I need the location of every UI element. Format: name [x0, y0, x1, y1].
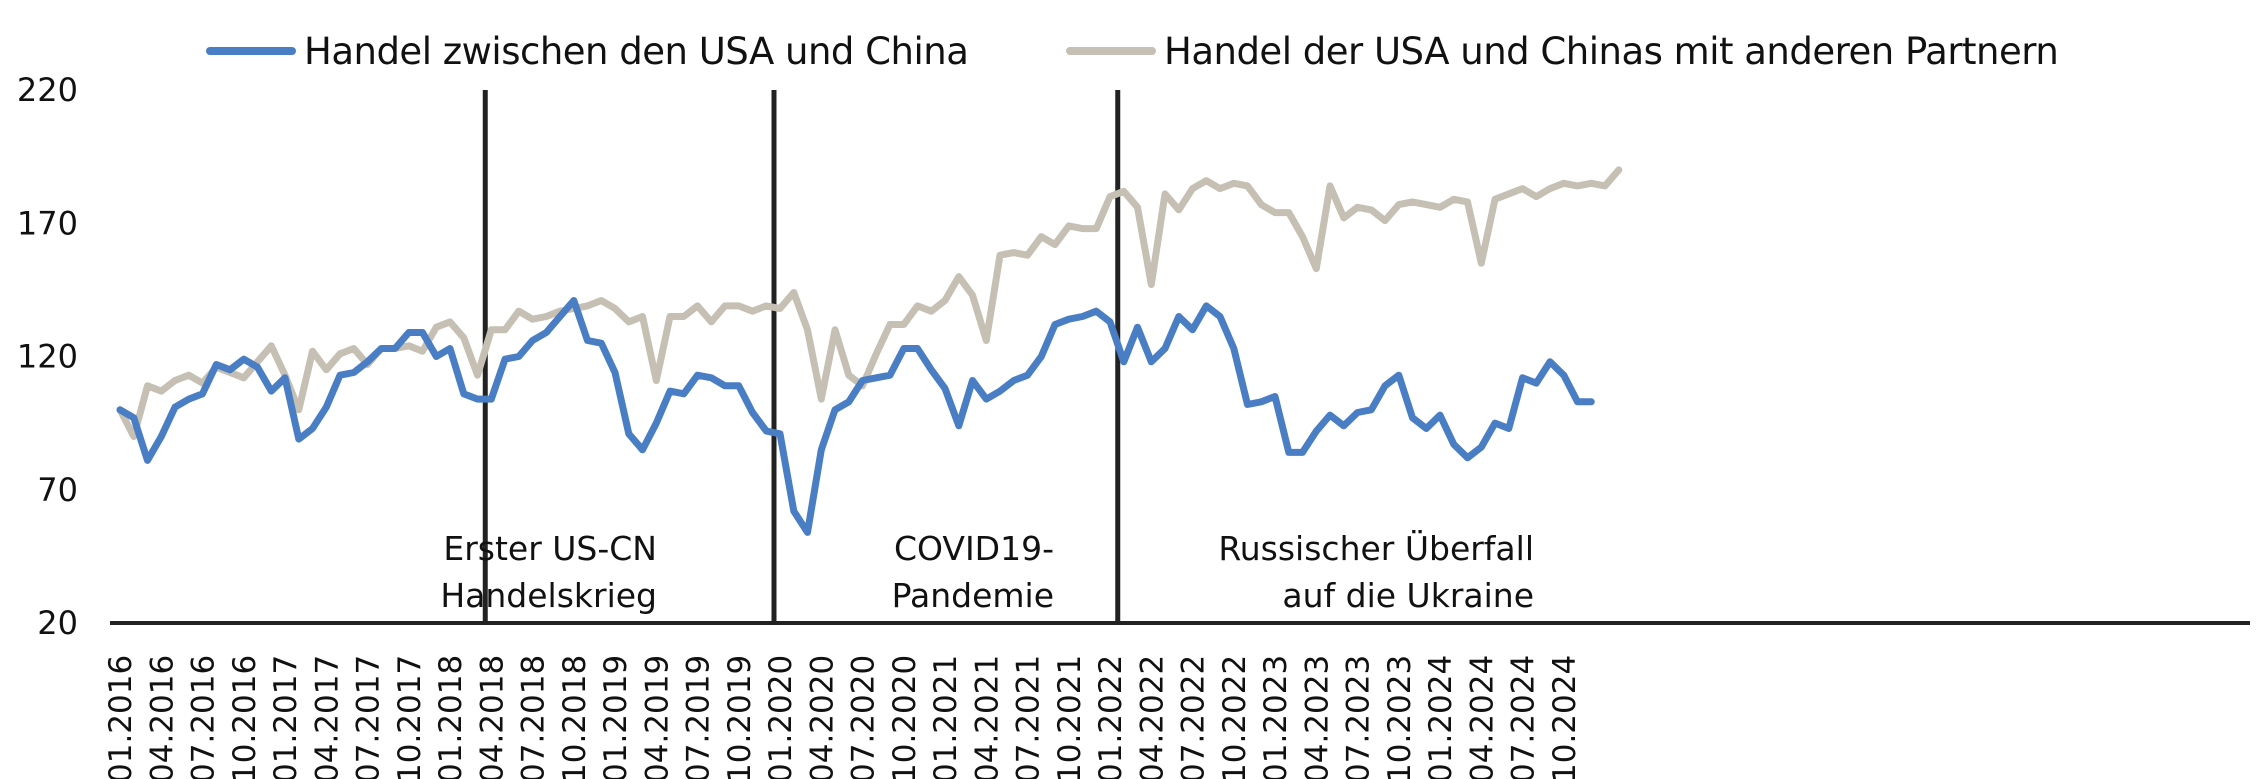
y-tick-label: 20	[37, 604, 78, 642]
x-tick-label: 01.2022	[1093, 655, 1129, 779]
annotation-covid-line1: COVID19-	[894, 529, 1054, 568]
x-tick-label: 04.2016	[144, 655, 180, 779]
legend-item-other-partners: Handel der USA und Chinas mit anderen Pa…	[1066, 26, 2059, 76]
x-tick-label: 04.2017	[309, 655, 345, 779]
annotation-ukraine-line1: Russischer Überfall	[1218, 528, 1534, 568]
x-tick-label: 04.2021	[969, 655, 1005, 779]
x-tick-label: 10.2018	[557, 655, 593, 779]
annotation-covid-line2: Pandemie	[892, 576, 1054, 615]
y-tick-label: 170	[17, 204, 78, 242]
series-lines	[116, 166, 1623, 536]
event-annotations: Erster US-CN Handelskrieg COVID19- Pande…	[440, 528, 1534, 615]
annotation-ukraine-line2: auf die Ukraine	[1282, 576, 1534, 615]
legend-swatch-beige	[1066, 47, 1156, 55]
x-tick-label: 07.2023	[1341, 655, 1377, 779]
y-tick-label: 70	[37, 471, 78, 509]
x-tick-label: 01.2017	[268, 655, 304, 779]
x-tick-label: 10.2022	[1217, 655, 1253, 779]
x-tick-label: 01.2023	[1258, 655, 1294, 779]
y-axis: 20 70 120 170 220	[17, 71, 78, 642]
x-tick-label: 10.2023	[1382, 655, 1418, 779]
x-tick-label: 04.2024	[1464, 655, 1500, 779]
x-tick-label: 04.2022	[1134, 655, 1170, 779]
legend-swatch-blue	[206, 47, 296, 55]
x-tick-label: 01.2020	[763, 655, 799, 779]
x-tick-label: 10.2017	[392, 655, 428, 779]
x-tick-label: 10.2019	[722, 655, 758, 779]
x-tick-label: 10.2024	[1547, 655, 1583, 779]
x-tick-label: 07.2018	[516, 655, 552, 779]
annotation-trade-war-line2: Handelskrieg	[440, 576, 657, 615]
x-tick-label: 04.2019	[639, 655, 675, 779]
x-tick-label: 07.2021	[1011, 655, 1047, 779]
x-tick-label: 04.2023	[1299, 655, 1335, 779]
x-tick-label: 01.2016	[103, 655, 139, 779]
legend-label: Handel der USA und Chinas mit anderen Pa…	[1164, 29, 2059, 73]
x-tick-label: 10.2020	[887, 655, 923, 779]
x-tick-label: 10.2021	[1052, 655, 1088, 779]
x-tick-label: 01.2019	[598, 655, 634, 779]
legend-item-us-china: Handel zwischen den USA und China	[206, 26, 969, 76]
x-tick-label: 07.2022	[1176, 655, 1212, 779]
x-tick-label: 07.2020	[846, 655, 882, 779]
x-tick-label: 07.2024	[1506, 655, 1542, 779]
x-tick-label: 01.2021	[928, 655, 964, 779]
series-line	[116, 166, 1623, 440]
annotation-trade-war-line1: Erster US-CN	[443, 529, 657, 568]
x-axis: 01.2016 04.2016 07.2016 10.2016 01.2017 04.20…	[103, 655, 1583, 779]
x-tick-label: 07.2017	[351, 655, 387, 779]
chart-legend: Handel zwischen den USA und China Handel…	[0, 26, 2262, 76]
series-line	[116, 297, 1595, 536]
x-tick-label: 04.2020	[804, 655, 840, 779]
x-tick-label: 01.2018	[433, 655, 469, 779]
x-tick-label: 01.2024	[1423, 655, 1459, 779]
x-tick-label: 04.2018	[474, 655, 510, 779]
y-tick-label: 120	[17, 338, 78, 376]
x-tick-label: 10.2016	[227, 655, 263, 779]
x-tick-label: 07.2019	[681, 655, 717, 779]
legend-label: Handel zwischen den USA und China	[304, 29, 969, 73]
x-tick-label: 07.2016	[186, 655, 222, 779]
y-tick-label: 220	[17, 71, 78, 109]
